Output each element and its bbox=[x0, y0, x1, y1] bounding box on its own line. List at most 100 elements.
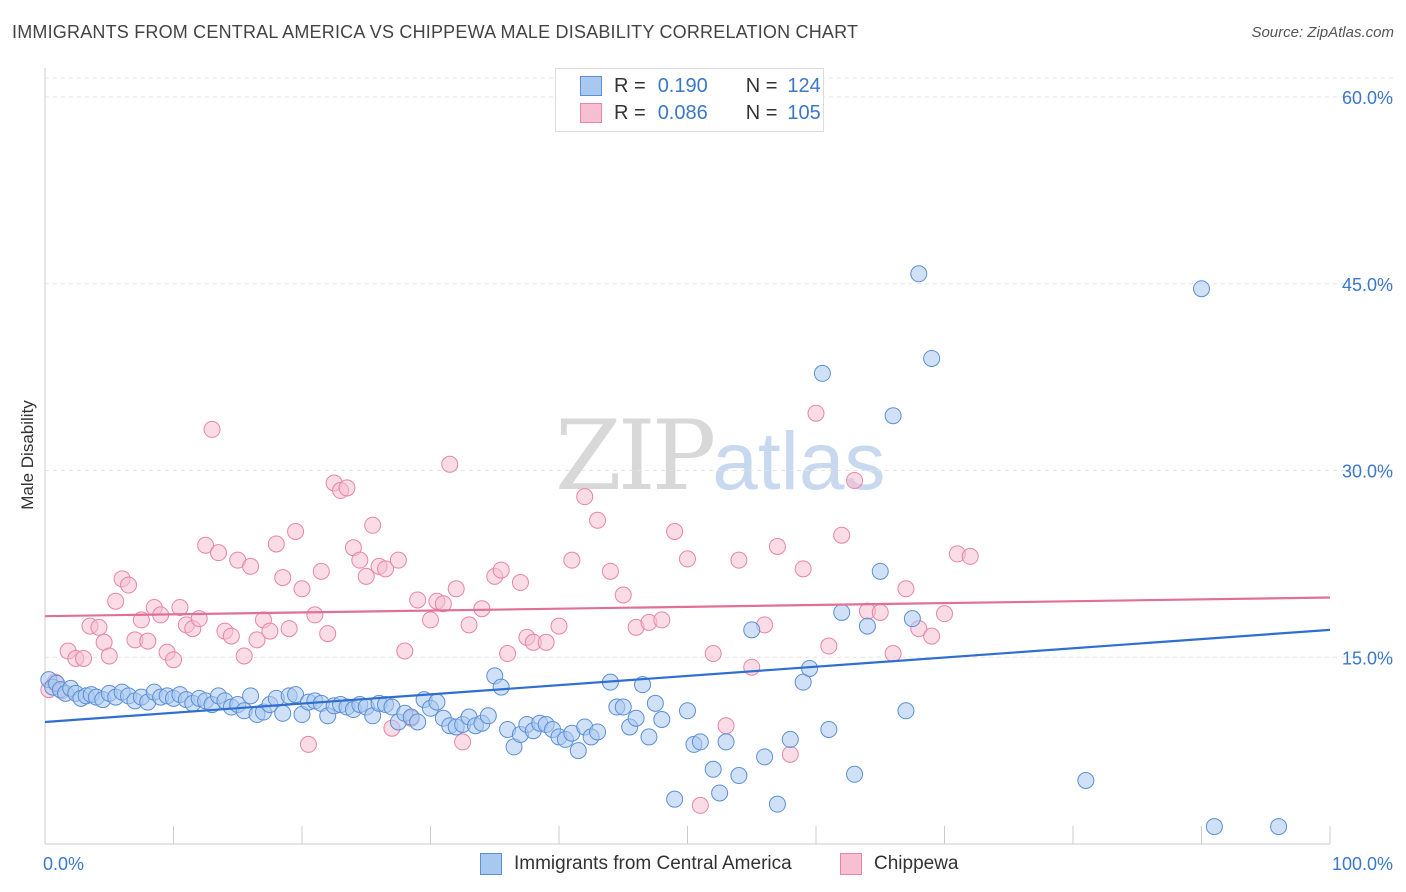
blue-data-point bbox=[1205, 818, 1223, 836]
pink-data-point bbox=[364, 516, 382, 534]
pink-data-point bbox=[679, 550, 696, 568]
pink-data-point bbox=[107, 592, 125, 610]
pink-r-label: R = bbox=[614, 101, 646, 124]
pink-data-point bbox=[139, 632, 157, 650]
blue-data-point bbox=[242, 687, 260, 705]
pink-data-point bbox=[563, 551, 581, 569]
pink-data-point bbox=[550, 617, 568, 635]
pink-data-point bbox=[287, 523, 305, 541]
pink-data-point bbox=[601, 562, 619, 580]
pink-data-point bbox=[299, 735, 317, 753]
stats-legend: R = 0.190 N = 124 R = 0.086 N = 105 bbox=[555, 68, 824, 132]
legend-item-blue: Immigrants from Central America bbox=[480, 852, 792, 876]
blue-data-point bbox=[589, 723, 607, 741]
blue-data-point bbox=[614, 698, 632, 716]
pink-n-value: 105 bbox=[787, 101, 821, 124]
x-tick-label-start: 0.0% bbox=[43, 854, 84, 874]
pink-data-point bbox=[75, 649, 93, 667]
blue-data-point bbox=[897, 702, 915, 720]
blue-data-point bbox=[704, 760, 722, 778]
blue-data-point bbox=[846, 765, 864, 783]
pink-data-point bbox=[576, 488, 594, 506]
pink-data-point bbox=[319, 625, 337, 643]
pink-data-point bbox=[351, 551, 369, 569]
blue-data-point bbox=[287, 686, 305, 704]
blue-data-point bbox=[858, 617, 876, 635]
pink-data-point bbox=[730, 551, 748, 569]
pink-r-value: 0.086 bbox=[657, 101, 708, 124]
blue-data-point bbox=[627, 709, 645, 727]
pink-data-point bbox=[409, 591, 427, 609]
legend-pink-swatch bbox=[840, 853, 862, 875]
pink-data-point bbox=[454, 733, 472, 751]
blue-data-point bbox=[679, 702, 696, 720]
pink-data-point bbox=[820, 637, 838, 655]
pink-data-point bbox=[274, 569, 292, 587]
pink-data-point bbox=[267, 535, 285, 553]
blue-data-point bbox=[730, 767, 748, 785]
pink-data-point bbox=[589, 511, 607, 529]
watermark-atlas: atlas bbox=[712, 416, 886, 507]
pink-data-point bbox=[492, 561, 510, 579]
pink-data-point bbox=[338, 479, 356, 497]
blue-data-point bbox=[479, 707, 497, 725]
blue-data-point bbox=[1270, 818, 1288, 836]
pink-data-point bbox=[691, 796, 709, 814]
stats-legend-pink-row: R = 0.086 N = 105 bbox=[580, 102, 821, 124]
pink-data-point bbox=[422, 611, 439, 629]
blue-data-point bbox=[743, 621, 761, 639]
pink-data-point bbox=[306, 606, 324, 624]
pink-data-point bbox=[807, 404, 825, 422]
pink-data-point bbox=[434, 595, 452, 613]
pink-data-point bbox=[377, 560, 395, 578]
pink-data-point bbox=[833, 526, 851, 544]
pink-trend-line bbox=[44, 596, 1331, 618]
legend-blue-label: Immigrants from Central America bbox=[514, 853, 792, 874]
pink-data-point bbox=[884, 645, 902, 663]
legend-item-pink: Chippewa bbox=[840, 852, 959, 876]
pink-data-point bbox=[499, 645, 517, 663]
blue-data-point bbox=[923, 349, 941, 367]
legend-pink-label: Chippewa bbox=[874, 853, 959, 874]
blue-data-point bbox=[711, 784, 729, 802]
blue-data-point bbox=[756, 748, 774, 766]
source-label: Source: ZipAtlas.com bbox=[1251, 24, 1394, 41]
pink-data-point bbox=[293, 580, 311, 598]
pink-data-point bbox=[242, 557, 260, 575]
pink-data-point bbox=[357, 567, 375, 585]
blue-data-point bbox=[794, 673, 812, 691]
blue-data-point bbox=[640, 728, 658, 746]
blue-data-point bbox=[646, 694, 664, 712]
pink-data-point bbox=[209, 544, 227, 562]
pink-data-point bbox=[653, 611, 671, 629]
pink-data-point bbox=[781, 745, 799, 763]
pink-data-point bbox=[511, 574, 529, 592]
blue-data-point bbox=[833, 603, 851, 621]
pink-data-point bbox=[441, 455, 459, 473]
y-tick-label: 15.0% bbox=[1342, 648, 1393, 668]
blue-data-point bbox=[569, 742, 587, 760]
pink-data-point bbox=[280, 620, 298, 638]
blue-data-point bbox=[768, 795, 786, 813]
pink-data-point bbox=[312, 562, 330, 580]
pink-data-point bbox=[704, 645, 722, 663]
blue-data-point bbox=[634, 676, 652, 694]
blue-data-point bbox=[903, 610, 921, 628]
legend-blue-swatch bbox=[480, 853, 502, 875]
pink-data-point bbox=[717, 717, 735, 735]
pink-data-point bbox=[768, 537, 786, 555]
pink-data-point bbox=[897, 580, 915, 598]
blue-data-point bbox=[820, 720, 838, 738]
blue-data-point bbox=[274, 704, 292, 722]
pink-data-point bbox=[235, 647, 253, 665]
pink-data-point bbox=[846, 471, 864, 489]
pink-data-point bbox=[197, 536, 215, 554]
y-tick-label: 30.0% bbox=[1342, 462, 1393, 482]
pink-data-point bbox=[90, 618, 108, 636]
pink-data-point bbox=[389, 551, 407, 569]
x-tick-label-end: 100.0% bbox=[1332, 854, 1393, 874]
pink-data-point bbox=[614, 586, 632, 604]
chart-title: IMMIGRANTS FROM CENTRAL AMERICA VS CHIPP… bbox=[12, 22, 859, 42]
pink-data-point bbox=[248, 631, 266, 649]
